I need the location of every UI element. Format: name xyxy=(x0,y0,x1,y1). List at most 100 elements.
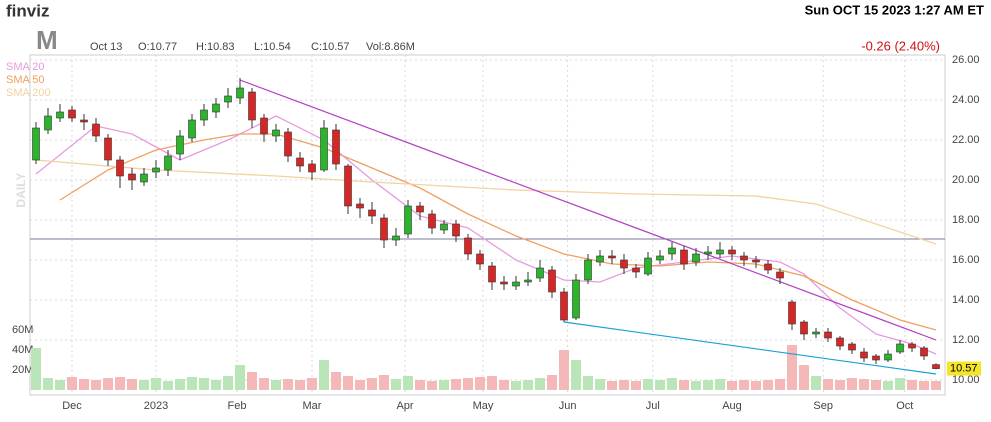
volume-bar xyxy=(847,378,857,390)
candle-body xyxy=(188,119,196,139)
volume-bar xyxy=(115,377,125,390)
x-tick-label: Sep xyxy=(813,400,833,412)
candle-body xyxy=(776,271,784,279)
candle-body xyxy=(152,167,160,173)
plot-frame xyxy=(29,54,946,396)
header-open: O:10.77 xyxy=(138,41,177,53)
volume-bar xyxy=(547,375,557,390)
volume-bar xyxy=(91,380,101,390)
volume-bar xyxy=(667,378,677,390)
candle-body xyxy=(884,353,892,361)
candle-body xyxy=(248,91,256,121)
x-tick-label: Aug xyxy=(722,400,742,412)
candle-body xyxy=(236,87,244,99)
volume-bar xyxy=(379,375,389,390)
volume-tick-label: 40M xyxy=(12,344,33,356)
volume-bar xyxy=(907,380,917,390)
volume-bar xyxy=(415,380,425,390)
candle-body xyxy=(620,259,628,269)
volume-bar xyxy=(271,380,281,390)
volume-bar xyxy=(43,378,53,390)
candle-body xyxy=(104,137,112,161)
candle-body xyxy=(224,95,232,103)
volume-bar xyxy=(679,380,689,390)
volume-bar xyxy=(715,379,725,390)
x-tick-label: Dec xyxy=(62,400,82,412)
candle-body xyxy=(476,253,484,265)
volume-bar xyxy=(403,376,413,390)
volume-bar xyxy=(811,376,821,390)
candle-body xyxy=(704,251,712,255)
candle-body xyxy=(512,281,520,287)
candle-body xyxy=(536,267,544,279)
header-date: Oct 13 xyxy=(90,41,122,53)
candle-body xyxy=(500,281,508,285)
candle-body xyxy=(548,269,556,293)
y-tick-label: 26.00 xyxy=(952,54,980,66)
logo: finviz xyxy=(6,1,49,20)
volume-bar xyxy=(595,379,605,390)
candle-body xyxy=(272,129,280,137)
candle-body xyxy=(116,159,124,177)
y-tick-label: 14.00 xyxy=(952,294,980,306)
legend-entry: SMA 50 xyxy=(6,74,45,86)
candle-body xyxy=(788,301,796,325)
candle-body xyxy=(356,203,364,209)
volume-bar xyxy=(835,380,845,390)
candle-body xyxy=(644,257,652,275)
last-price-label: 10.57 xyxy=(950,363,978,375)
candle-body xyxy=(632,267,640,273)
candle-body xyxy=(296,157,304,167)
candle-body xyxy=(320,127,328,171)
candle-body xyxy=(128,173,136,181)
candle-body xyxy=(164,155,172,171)
x-tick-label: Apr xyxy=(396,400,413,412)
volume-bar xyxy=(67,377,77,390)
volume-bar xyxy=(775,379,785,390)
volume-bar xyxy=(235,365,245,390)
timestamp: Sun OCT 15 2023 1:27 AM ET xyxy=(805,2,984,17)
candle-body xyxy=(176,135,184,155)
volume-bar xyxy=(283,379,293,390)
candle-body xyxy=(848,343,856,351)
volume-bar xyxy=(127,379,137,390)
candle-body xyxy=(524,279,532,283)
trendline xyxy=(563,321,937,375)
volume-bar xyxy=(631,381,641,390)
candle-body xyxy=(896,343,904,353)
header-low: L:10.54 xyxy=(254,41,291,53)
header-high: H:10.83 xyxy=(196,41,235,53)
volume-bar xyxy=(295,380,305,390)
volume-bar xyxy=(559,350,569,390)
candle-body xyxy=(392,235,400,241)
y-tick-label: 12.00 xyxy=(952,334,980,346)
volume-bar xyxy=(103,378,113,390)
candle-body xyxy=(140,173,148,183)
candle-body xyxy=(416,205,424,213)
candle-body xyxy=(764,263,772,271)
volume-bar xyxy=(355,380,365,390)
volume-bar xyxy=(703,380,713,390)
volume-bar xyxy=(487,376,497,390)
volume-bar xyxy=(823,379,833,390)
candle-body xyxy=(56,111,64,119)
candle-body xyxy=(692,253,700,263)
candle-body xyxy=(488,265,496,283)
candle-body xyxy=(428,213,436,229)
volume-bar xyxy=(931,381,941,390)
volume-bar xyxy=(31,348,41,390)
candle-body xyxy=(608,255,616,259)
x-tick-label: Feb xyxy=(228,400,247,412)
sma-line xyxy=(35,115,937,355)
volume-bar xyxy=(571,360,581,390)
candle-body xyxy=(920,347,928,357)
volume-bar xyxy=(211,380,221,390)
volume-bar xyxy=(691,381,701,390)
candle-body xyxy=(44,115,52,131)
candle-body xyxy=(740,255,748,261)
candle-body xyxy=(824,331,832,339)
y-tick-label: 10.00 xyxy=(952,374,980,386)
candle-body xyxy=(308,163,316,173)
